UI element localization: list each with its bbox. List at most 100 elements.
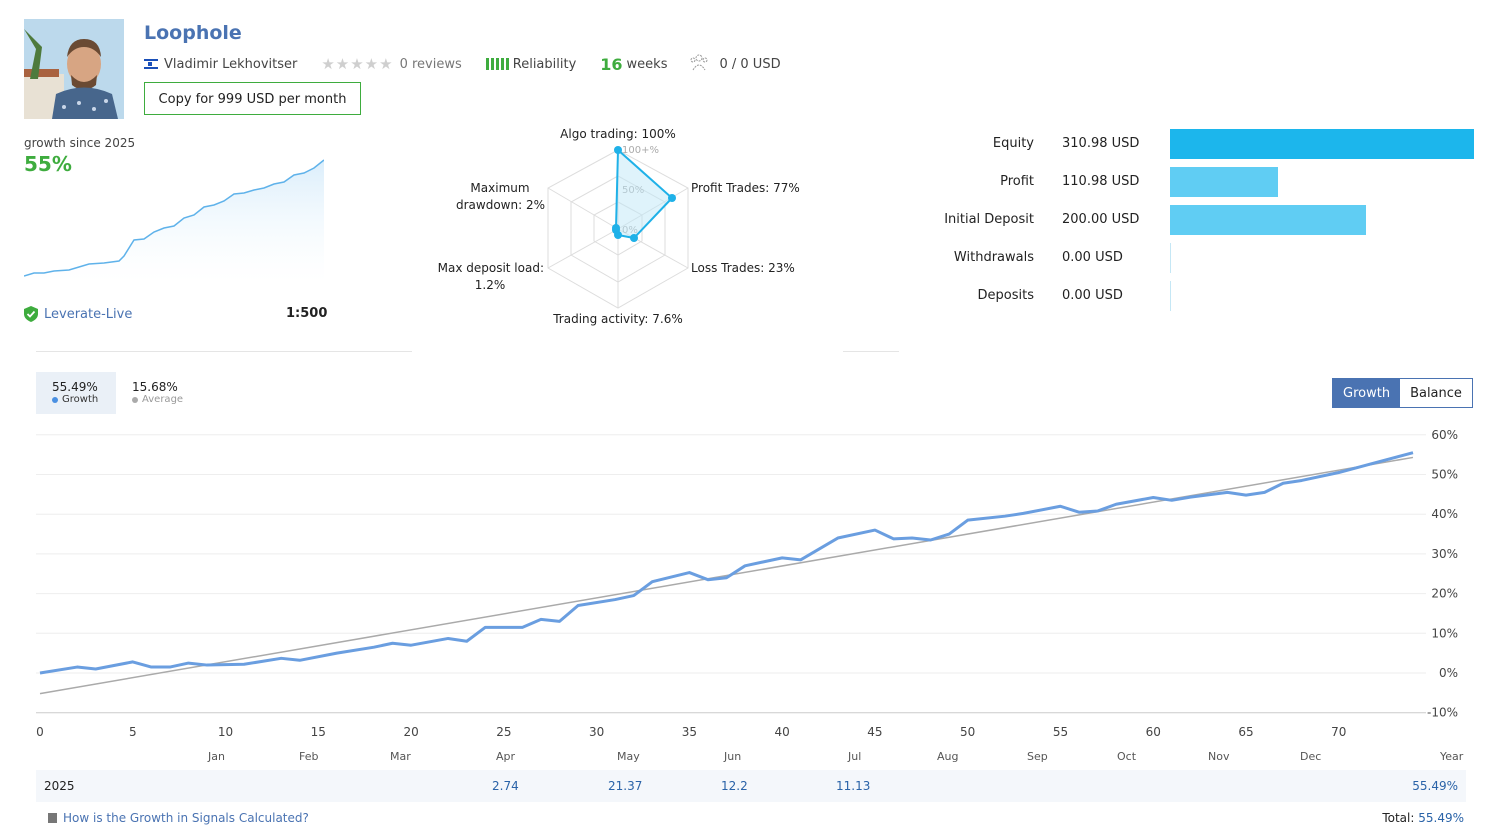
- y-tick-label: 30%: [1431, 547, 1458, 561]
- total-value: 55.49%: [1418, 811, 1464, 825]
- author-avatar[interactable]: [24, 19, 124, 119]
- x-tick-label: 70: [1331, 725, 1346, 739]
- radar-point-drawdown: [612, 224, 620, 232]
- radar-label-activity: Trading activity: 7.6%: [552, 312, 683, 326]
- stat-name: Initial Deposit: [944, 212, 1034, 227]
- mini-line: [24, 159, 324, 277]
- stat-row-withdrawals: Withdrawals 0.00 USD: [900, 243, 1480, 273]
- broker-link[interactable]: Leverate-Live: [24, 306, 132, 322]
- average-dot-icon: [132, 396, 138, 403]
- radar-value-area: [615, 147, 674, 240]
- y-tick-label: 50%: [1431, 468, 1458, 482]
- radar-label-load-1: Max deposit load:: [438, 261, 544, 275]
- month-label: Apr: [496, 750, 516, 763]
- month-label: Oct: [1117, 750, 1137, 763]
- stat-row-initial-deposit: Initial Deposit 200.00 USD: [900, 205, 1480, 235]
- growth-dot-icon: [52, 396, 58, 403]
- balance-tab-button[interactable]: Balance: [1400, 379, 1472, 407]
- total-return: Total: 55.49%: [1382, 811, 1464, 825]
- radar-label-loss: Loss Trades: 23%: [691, 261, 795, 275]
- jul-return[interactable]: 11.13: [836, 779, 871, 793]
- month-label: Nov: [1208, 750, 1230, 763]
- radar-chart: 100+% 50% 0% Algo trading: 100% Profit T…: [438, 127, 800, 326]
- stat-name: Withdrawals: [953, 250, 1034, 265]
- y-tick-label: 60%: [1431, 428, 1458, 442]
- month-label: Feb: [299, 750, 319, 763]
- radar-point-algo: [614, 146, 622, 154]
- signal-title[interactable]: Loophole: [144, 22, 242, 44]
- reliability-bars-icon: [485, 58, 509, 70]
- jun-return[interactable]: 12.2: [721, 779, 748, 793]
- stat-bar: [1170, 167, 1279, 197]
- stat-row-equity: Equity 310.98 USD: [900, 129, 1480, 159]
- legend-average[interactable]: 15.68% Average: [116, 372, 196, 414]
- growth-tab-button[interactable]: Growth: [1333, 379, 1401, 407]
- stat-bar: [1170, 281, 1171, 311]
- growth-help-link[interactable]: How is the Growth in Signals Calculated?: [48, 811, 309, 825]
- x-tick-label: 35: [682, 725, 697, 739]
- copy-subscribe-button[interactable]: Copy for 999 USD per month: [144, 82, 361, 115]
- month-label: Mar: [390, 750, 411, 763]
- reliability-label: Reliability: [512, 56, 577, 72]
- growth-help-text[interactable]: How is the Growth in Signals Calculated?: [63, 811, 309, 825]
- radar-label-algo: Algo trading: 100%: [560, 127, 676, 141]
- subscribers-icon: [689, 53, 709, 75]
- star-icon: ★★★★★: [321, 55, 394, 73]
- radar-label-dd-2: drawdown: 2%: [456, 198, 545, 212]
- radar-point-loss: [630, 234, 638, 242]
- total-label: Total:: [1382, 811, 1415, 825]
- month-label: Year: [1440, 750, 1464, 763]
- stat-name: Deposits: [977, 288, 1034, 303]
- x-tick-label: 65: [1238, 725, 1253, 739]
- author-row: Vladimir Lekhovitser ★★★★★ 0 reviews Rel…: [144, 53, 781, 75]
- broker-name[interactable]: Leverate-Live: [44, 306, 133, 322]
- legend-average-label: Average: [142, 394, 184, 405]
- chart-series: [39, 451, 1414, 695]
- stat-value: 200.00 USD: [1062, 212, 1140, 227]
- x-tick-label: 15: [311, 725, 326, 739]
- may-return[interactable]: 21.37: [608, 779, 643, 793]
- y-tick-label: -10%: [1427, 706, 1458, 720]
- x-tick-label: 0: [36, 725, 44, 739]
- series-line-average: [39, 456, 1414, 695]
- radar-point-profit: [668, 194, 676, 202]
- growth-since-label: growth since 2025: [24, 136, 136, 150]
- y-axis-labels: 60% 50% 40% 30% 20% 10% 0% -10%: [1427, 428, 1458, 720]
- stat-value: 310.98 USD: [1062, 136, 1140, 151]
- radar-ring-100: 100+%: [622, 145, 659, 156]
- stat-name: Equity: [992, 136, 1034, 151]
- divider-right: [843, 351, 899, 352]
- month-label: Sep: [1027, 750, 1048, 763]
- mini-area: [24, 160, 324, 283]
- stat-row-profit: Profit 110.98 USD: [900, 167, 1480, 197]
- legend-average-value: 15.68%: [132, 380, 178, 394]
- growth-line-chart: 60% 50% 40% 30% 20% 10% 0% -10% 0 5 10 15 20 25 30 35 4…: [36, 428, 1458, 739]
- mini-growth-chart: [24, 159, 324, 283]
- stat-value: 0.00 USD: [1062, 288, 1123, 303]
- chart-gridlines: [36, 434, 1426, 714]
- x-tick-label: 55: [1053, 725, 1068, 739]
- year-label: 2025: [44, 779, 75, 793]
- yearly-returns-row: 2025 2.74 21.37 12.2 11.13 55.49%: [36, 770, 1466, 802]
- y-tick-label: 40%: [1431, 507, 1458, 521]
- radar-label-profit: Profit Trades: 77%: [691, 181, 800, 195]
- month-label: May: [617, 750, 640, 763]
- legend-growth-label: Growth: [62, 394, 99, 405]
- reviews-count[interactable]: 0 reviews: [399, 56, 462, 72]
- year-total-return[interactable]: 55.49%: [1412, 779, 1458, 793]
- series-line-growth: [39, 451, 1414, 675]
- legend-growth[interactable]: 55.49% Growth: [36, 372, 116, 414]
- leverage-value: 1:500: [286, 306, 328, 321]
- month-label: Dec: [1300, 750, 1322, 763]
- stat-value: 0.00 USD: [1062, 250, 1123, 265]
- x-tick-label: 45: [867, 725, 882, 739]
- y-tick-label: 10%: [1431, 626, 1458, 640]
- apr-return[interactable]: 2.74: [492, 779, 519, 793]
- author-name[interactable]: Vladimir Lekhovitser: [164, 56, 298, 72]
- chart-mode-toggle: Growth Balance: [1332, 378, 1473, 408]
- divider-left: [36, 351, 412, 352]
- x-axis-labels: 0 5 10 15 20 25 30 35 40 45 50 55 60 65 70: [36, 725, 1346, 739]
- israel-flag-icon: [144, 59, 158, 69]
- verified-shield-icon: [24, 306, 38, 322]
- x-tick-label: 25: [496, 725, 511, 739]
